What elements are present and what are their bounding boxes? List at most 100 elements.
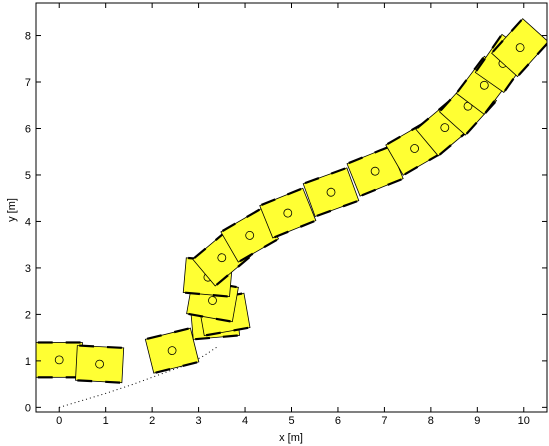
x-tick-label: 9 — [474, 415, 480, 427]
x-tick-label: 3 — [196, 415, 202, 427]
robot-wheel — [438, 144, 452, 156]
robot-wheel — [416, 117, 430, 129]
robot-wheel — [510, 19, 523, 32]
x-tick-label: 7 — [381, 415, 387, 427]
robot-wheel — [274, 230, 289, 239]
robot-center-marker — [410, 144, 420, 153]
y-tick-label: 8 — [25, 31, 31, 43]
robot-wheel — [205, 331, 221, 337]
y-tick-label: 2 — [25, 309, 31, 321]
y-tick-label: 7 — [25, 77, 31, 89]
robot-wheel — [386, 135, 401, 146]
robot-wheel — [492, 40, 504, 53]
robot-wheel — [330, 167, 346, 175]
robot-wheel — [475, 58, 486, 72]
robot-wheel — [348, 156, 363, 165]
robot-wheel — [222, 334, 238, 338]
robot-pose — [144, 327, 200, 374]
robot-wheel — [361, 188, 377, 197]
y-axis-label: y [m] — [6, 198, 18, 222]
robot-center-marker — [95, 359, 104, 369]
robot-wheel — [146, 334, 162, 340]
robot-wheel — [374, 146, 389, 154]
x-tick-label: 4 — [242, 415, 248, 427]
robot-center-marker — [217, 253, 227, 263]
path-layer — [59, 346, 218, 408]
robot-center-marker — [326, 187, 336, 197]
x-tick-label: 8 — [428, 415, 434, 427]
robot-wheel — [491, 35, 502, 49]
y-tick-label: 1 — [25, 356, 31, 368]
robot-wheel — [473, 57, 485, 71]
robot-wheel — [188, 312, 204, 318]
robot-center-marker — [515, 43, 525, 52]
robot-center-marker — [208, 296, 217, 305]
robot-wheel — [79, 344, 95, 348]
robot-wheel — [316, 209, 332, 217]
robot-wheel — [504, 78, 515, 92]
robot-wheel — [212, 294, 228, 298]
robot-wheel — [304, 177, 320, 185]
robot-wheel — [221, 222, 236, 232]
robot-wheel — [233, 326, 249, 332]
robot-wheel — [439, 98, 452, 112]
robot-pose — [36, 341, 83, 379]
robot-wheel — [193, 247, 207, 259]
robot-body — [302, 167, 360, 218]
robot-pose — [491, 18, 547, 78]
robot-wheel — [261, 198, 276, 206]
robot-wheel — [465, 121, 478, 135]
robot-pose — [346, 145, 404, 197]
robot-wheel — [456, 79, 468, 93]
robot-wheel — [184, 291, 200, 296]
x-tick-label: 5 — [288, 415, 294, 427]
robot-pose — [75, 344, 125, 384]
planned-path-line — [59, 346, 218, 408]
robot-center-marker — [370, 166, 380, 176]
robot-center-marker — [167, 346, 177, 356]
robot-wheel — [239, 252, 254, 263]
x-tick-label: 2 — [149, 415, 155, 427]
y-axis: 0 1 2 3 4 5 6 7 8 — [25, 31, 547, 414]
robot-wheel — [106, 345, 122, 349]
robot-wheel — [517, 63, 530, 76]
robot-center-marker — [54, 355, 64, 365]
robot-wheel — [342, 200, 358, 208]
robot-body — [491, 18, 547, 78]
robot-wheel — [387, 178, 402, 186]
robot-wheel — [195, 336, 211, 341]
y-tick-label: 0 — [25, 402, 31, 414]
x-tick-label: 1 — [103, 415, 109, 427]
y-tick-label: 6 — [25, 123, 31, 135]
robot-wheel — [155, 368, 171, 374]
robot-pose — [259, 187, 317, 239]
y-tick-label: 3 — [25, 263, 31, 275]
robot-wheel — [173, 327, 189, 334]
robot-center-marker — [440, 123, 450, 132]
x-tick-label: 0 — [56, 415, 62, 427]
x-axis: 0 1 2 3 4 5 6 7 8 9 10 — [56, 3, 530, 427]
robot-wheel — [536, 42, 547, 56]
robot-body — [75, 345, 125, 384]
robot-wheel — [246, 208, 261, 219]
robot-pose — [302, 167, 360, 218]
y-tick-label: 5 — [25, 170, 31, 182]
x-tick-label: 10 — [518, 415, 530, 427]
robot-body — [144, 327, 200, 374]
robot-wheel — [286, 187, 302, 196]
robot-body — [36, 342, 83, 378]
x-axis-label: x [m] — [279, 432, 303, 444]
robot-wheel — [77, 379, 93, 383]
robot-wheel — [404, 165, 419, 176]
robot-center-marker — [283, 208, 293, 218]
robot-wheel — [263, 238, 278, 249]
x-tick-label: 6 — [335, 415, 341, 427]
robot-wheel — [215, 317, 231, 323]
y-tick-label: 4 — [25, 216, 31, 228]
robot-layer — [36, 18, 547, 384]
robot-wheel — [299, 220, 315, 228]
robot-wheel — [182, 361, 198, 367]
robot-wheel — [484, 100, 496, 114]
robot-wheel — [105, 380, 121, 384]
